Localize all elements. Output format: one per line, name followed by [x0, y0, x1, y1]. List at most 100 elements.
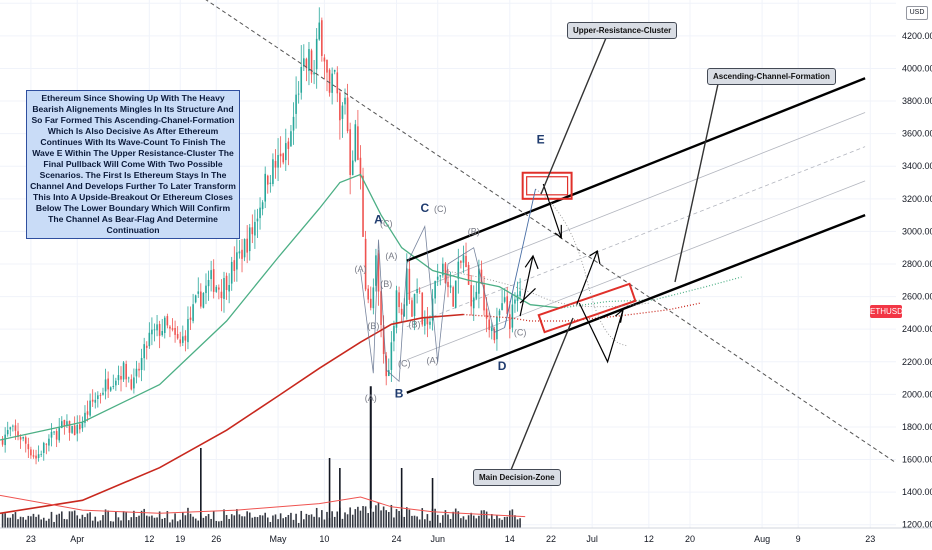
- candle-body: [148, 332, 151, 347]
- volume-bar: [408, 509, 411, 528]
- volume-bar: [318, 517, 321, 528]
- candle-body: [382, 325, 385, 354]
- volume-bar: [68, 511, 71, 528]
- volume-bar: [333, 516, 336, 528]
- volume-bar: [367, 513, 369, 528]
- candle-body: [367, 288, 369, 300]
- candle-body: [462, 255, 465, 263]
- projection-arrow-down: [542, 183, 562, 240]
- candle-body: [174, 327, 176, 335]
- time-tick-label: 14: [505, 534, 515, 544]
- candle-body: [279, 153, 282, 157]
- currency-tag[interactable]: USD: [906, 6, 928, 20]
- candle-body: [14, 425, 17, 431]
- volume-bar: [24, 519, 27, 528]
- volume-bar: [37, 514, 40, 528]
- candle-body: [68, 421, 71, 433]
- candle-body: [344, 97, 346, 105]
- volume-bar: [145, 515, 148, 528]
- candle-body: [351, 160, 354, 176]
- wave-label-secondary: (C): [380, 219, 393, 229]
- candle-body: [326, 59, 328, 73]
- time-tick-label: May: [270, 534, 288, 544]
- channel-guide-line: [406, 180, 866, 361]
- volume-bar: [115, 511, 117, 528]
- volume-bar: [387, 511, 390, 528]
- candle-body: [292, 116, 295, 131]
- candle-body: [274, 160, 277, 168]
- channel-guide-line: [406, 112, 866, 295]
- candle-body: [411, 300, 413, 317]
- volume-bar: [50, 511, 53, 528]
- volume-bar: [357, 506, 359, 528]
- price-tick-label: 1600.00: [902, 455, 932, 465]
- volume-bar: [385, 510, 388, 528]
- candle-body: [230, 261, 233, 284]
- candle-body: [179, 339, 182, 344]
- volume-bar: [215, 520, 218, 528]
- volume-bar: [109, 521, 112, 528]
- wave-label-secondary: (A): [354, 264, 366, 274]
- candle-body: [465, 255, 467, 268]
- candle-body: [282, 153, 285, 163]
- volume-bar: [27, 515, 30, 528]
- volume-bar: [89, 512, 91, 528]
- volume-bar: [457, 511, 460, 528]
- candle-body: [248, 227, 251, 252]
- candle-body: [457, 261, 460, 279]
- wave-label-secondary: (C): [434, 204, 447, 214]
- ma-slow-line: [0, 313, 464, 515]
- volume-bar: [398, 510, 400, 528]
- candle-body: [37, 454, 40, 458]
- candle-body: [171, 328, 174, 330]
- candle-body: [261, 202, 264, 210]
- price-tick-label: 2600.00: [902, 292, 932, 302]
- candle-body: [398, 292, 400, 308]
- volume-bar: [117, 517, 120, 528]
- price-axis[interactable]: 1200.00 1400.00 1600.00 1800.00 2000.00 2200.…: [896, 0, 932, 550]
- candle-body: [297, 93, 300, 95]
- ma-fast-line: [0, 173, 562, 441]
- volume-bar: [519, 518, 521, 528]
- volume-bar: [326, 511, 328, 528]
- volume-bar: [354, 509, 357, 528]
- volume-bar: [207, 514, 210, 528]
- candle-body: [393, 325, 395, 342]
- volume-bar: [496, 515, 498, 528]
- candle-body: [519, 291, 521, 297]
- candle-body: [406, 268, 408, 306]
- time-tick-label: 23: [865, 534, 875, 544]
- volume-bar: [184, 515, 187, 528]
- candle-body: [485, 308, 488, 319]
- candle-body: [454, 280, 457, 308]
- volume-bar: [310, 514, 313, 528]
- volume-bar: [483, 510, 485, 528]
- volume-bar: [236, 509, 238, 528]
- volume-bar: [79, 518, 81, 528]
- time-tick-label: 26: [211, 534, 221, 544]
- volume-bar: [462, 516, 465, 528]
- candle-body: [163, 317, 166, 333]
- candle-body: [79, 424, 81, 430]
- volume-bar: [153, 517, 156, 528]
- volume-bar: [30, 516, 32, 528]
- volume-bar: [503, 517, 506, 528]
- wave-label-primary: E: [537, 132, 545, 146]
- candle-body: [81, 422, 84, 429]
- volume-bar: [55, 514, 58, 528]
- candle-body: [354, 124, 357, 161]
- volume-bar: [161, 518, 164, 528]
- volume-bar: [58, 513, 61, 528]
- candle-body: [357, 126, 359, 160]
- wave-label-secondary: (A): [385, 251, 397, 261]
- candle-body: [413, 293, 416, 317]
- volume-bar: [305, 513, 308, 528]
- descending-resistance-line: [205, 0, 897, 464]
- time-tick-label: 9: [796, 534, 801, 544]
- volume-bar: [485, 511, 488, 528]
- time-axis[interactable]: 23 Apr 12 19 26 May 10 24 Jun 14 22 Jul 12 20 Aug 9 23: [0, 527, 932, 544]
- candle-body: [277, 155, 279, 168]
- volume-bar: [362, 506, 364, 528]
- candle-body: [498, 310, 501, 316]
- volume-bar: [228, 518, 230, 528]
